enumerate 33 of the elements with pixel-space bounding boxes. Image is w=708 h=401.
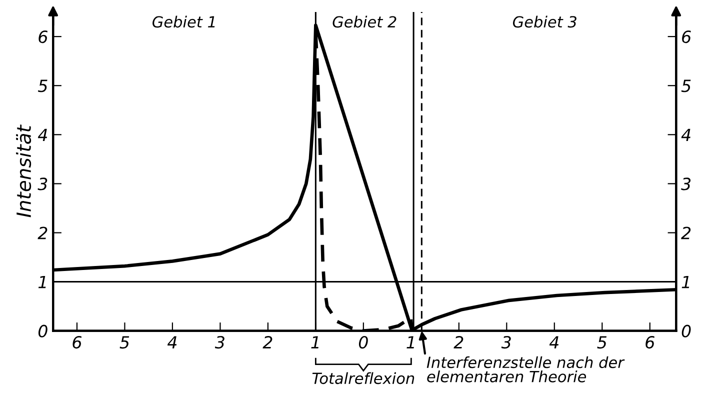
- annotation: Gebiet 1: [152, 16, 215, 28]
- y2-tick-label: 5: [681, 80, 691, 92]
- x-tick-label: 6: [646, 336, 654, 349]
- y2-tick-label: 0: [682, 324, 691, 338]
- x-tick-label: 1: [311, 336, 318, 348]
- x-tick-label: 5: [120, 336, 130, 349]
- y-tick-label: 2: [38, 226, 48, 240]
- y-axis-title: Intensität: [16, 124, 32, 218]
- y-tick-label: 1: [38, 276, 46, 288]
- x-tick-label: 2: [454, 336, 464, 348]
- y2-tick-label: 4: [681, 128, 690, 141]
- y-tick-label: 3: [38, 178, 48, 190]
- annotation: Gebiet 2: [332, 16, 396, 28]
- y2-tick-label: 3: [681, 178, 691, 190]
- x-tick-label: 4: [549, 336, 559, 348]
- y-tick-label: 6: [38, 30, 48, 44]
- annotation: Interferenzstelle nach der elementaren Theorie: [426, 356, 625, 382]
- y-tick-label: 5: [38, 80, 48, 92]
- y2-tick-label: 1: [682, 276, 690, 288]
- x-tick-label: 6: [72, 336, 82, 349]
- x-tick-label: 3: [501, 336, 511, 349]
- y-tick-label: 0: [38, 324, 48, 338]
- x-tick-label: 4: [167, 336, 177, 348]
- x-tick-label: 1: [406, 336, 414, 348]
- x-tick-label: 5: [597, 336, 607, 349]
- text: Totalreflexion: [312, 372, 414, 384]
- annotation: Gebiet 3: [512, 16, 576, 28]
- x-tick-label: 2: [262, 336, 272, 348]
- y2-tick-label: 2: [681, 226, 691, 240]
- y-tick-label: 4: [38, 128, 48, 141]
- x-tick-label: 0: [358, 336, 368, 349]
- x-tick-label: 3: [214, 336, 224, 349]
- y2-tick-label: 6: [682, 30, 691, 44]
